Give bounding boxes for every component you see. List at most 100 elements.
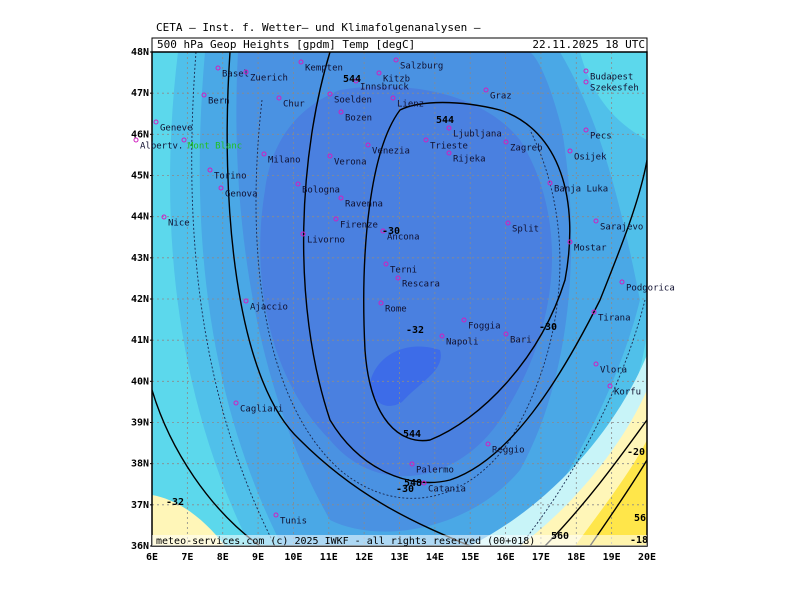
city-marker	[201, 92, 207, 98]
city-marker	[181, 137, 187, 143]
city-label: Nice	[168, 219, 190, 229]
city-label: Ravenna	[345, 200, 383, 210]
city-marker	[338, 109, 344, 115]
city-marker	[547, 180, 553, 186]
city-label: Graz	[490, 92, 512, 102]
city-label: Soelden	[334, 96, 372, 106]
city-label: Mostar	[574, 244, 607, 254]
city-label: Osijek	[574, 153, 607, 163]
city-marker	[423, 137, 429, 143]
contour-label: -30	[396, 484, 414, 495]
map-date: 22.11.2025 18 UTC	[532, 38, 645, 51]
city-marker	[461, 317, 467, 323]
city-marker	[446, 125, 452, 131]
city-label: Rescara	[402, 280, 440, 290]
city-label: Tirana	[598, 314, 631, 324]
lat-label: 44N	[131, 212, 149, 223]
city-marker	[583, 68, 589, 74]
lon-label: 18E	[567, 552, 585, 563]
city-label: Vlora	[600, 366, 627, 376]
city-marker	[567, 148, 573, 154]
city-label: Bozen	[345, 114, 372, 124]
city-marker	[583, 79, 589, 85]
city-marker	[505, 220, 511, 226]
city-label: Mont Blanc	[188, 142, 242, 152]
city-label: Podgorica	[626, 284, 675, 294]
city-label: Zuerich	[250, 74, 288, 84]
city-label: Torino	[214, 172, 247, 182]
city-marker	[439, 333, 445, 339]
city-label: Venezia	[372, 147, 410, 157]
city-marker	[567, 239, 573, 245]
contour	[363, 101, 571, 442]
city-marker	[446, 150, 452, 156]
city-marker	[300, 231, 306, 237]
city-label: Ancona	[387, 233, 420, 243]
city-marker	[243, 298, 249, 304]
contour	[589, 459, 647, 546]
contour-label: 544	[436, 115, 454, 126]
city-label: Kempten	[305, 64, 343, 74]
city-marker	[421, 480, 427, 486]
lon-label: 17E	[532, 552, 550, 563]
lon-label: 12E	[355, 552, 373, 563]
city-label: Cagliari	[240, 405, 283, 415]
contour	[226, 52, 471, 546]
lon-label: 13E	[390, 552, 408, 563]
city-marker	[276, 95, 282, 101]
city-label: Foggia	[468, 322, 501, 332]
lat-label: 45N	[131, 171, 149, 182]
lat-label: 42N	[131, 294, 149, 305]
city-marker	[295, 181, 301, 187]
lat-label: 37N	[131, 500, 149, 511]
city-label: Split	[512, 225, 539, 235]
city-marker	[327, 153, 333, 159]
city-marker	[503, 139, 509, 145]
city-marker	[353, 78, 359, 84]
footer-box	[152, 535, 647, 546]
city-label: Salzburg	[400, 62, 443, 72]
city-label: Sarajevo	[600, 223, 643, 233]
lon-label: 20E	[638, 552, 656, 563]
city-marker	[503, 331, 509, 337]
lat-label: 40N	[131, 376, 149, 387]
lat-label: 48N	[131, 47, 149, 58]
city-marker	[483, 87, 489, 93]
city-label: Genova	[225, 190, 258, 200]
city-label: Pecs	[590, 132, 612, 142]
city-label: Livorno	[307, 236, 345, 246]
city-marker	[380, 228, 386, 234]
city-label: Ljubljana	[453, 130, 502, 140]
contour-label: -32	[406, 325, 424, 336]
city-label: Lienz	[397, 100, 424, 110]
city-marker	[161, 214, 167, 220]
contour-label: 544	[343, 74, 361, 85]
map-title: 500 hPa Geop Heights [gpdm] Temp [degC]	[157, 38, 415, 51]
lon-label: 15E	[461, 552, 479, 563]
grid	[152, 52, 647, 546]
city-marker	[233, 400, 239, 406]
city-label: Firenze	[340, 221, 378, 231]
city-marker	[153, 119, 159, 125]
city-marker	[298, 59, 304, 65]
city-label: Milano	[268, 156, 301, 166]
city-label: Bologna	[302, 186, 340, 196]
lat-label: 39N	[131, 418, 149, 429]
contour	[152, 389, 261, 546]
city-label: Rijeka	[453, 155, 486, 165]
lon-label: 8E	[217, 552, 229, 563]
city-marker	[215, 65, 221, 71]
lon-label: 6E	[146, 552, 158, 563]
city-marker	[593, 361, 599, 367]
city-marker	[218, 185, 224, 191]
city-marker	[133, 137, 139, 143]
city-label: Basel	[222, 70, 249, 80]
city-label: Innsbruck	[360, 83, 409, 93]
city-label: Palermo	[416, 466, 454, 476]
city-marker	[619, 279, 625, 285]
city-marker	[327, 91, 333, 97]
contour-label: 560	[551, 531, 569, 542]
contour-label: -20	[627, 447, 645, 458]
lon-label: 10E	[284, 552, 302, 563]
